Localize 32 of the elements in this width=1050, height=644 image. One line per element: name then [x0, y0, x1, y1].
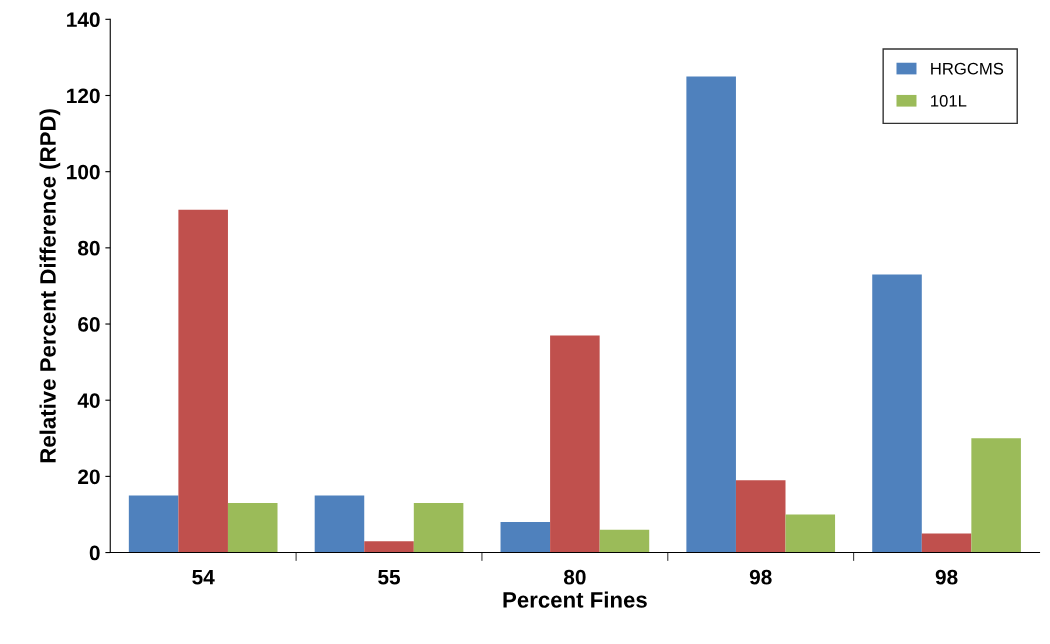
x-tick-label: 98 — [935, 569, 958, 585]
y-tick-label: 20 — [78, 469, 100, 485]
x-tick-label: 80 — [563, 569, 586, 585]
x-tick-label: 98 — [749, 569, 772, 585]
x-axis-title: Percent Fines — [503, 591, 647, 608]
legend-label: 101L — [931, 94, 967, 107]
legend-label: HRGCMS — [931, 62, 1004, 75]
y-axis-title: Relative Percent Difference (RPD) — [39, 109, 61, 463]
bar — [550, 335, 600, 553]
bar — [413, 503, 464, 553]
y-tick-label: 80 — [78, 240, 100, 256]
bar — [872, 274, 922, 553]
bar — [227, 503, 278, 553]
bar — [921, 533, 972, 553]
bar — [128, 495, 179, 553]
y-tick-label: 60 — [78, 317, 100, 332]
bar — [735, 480, 786, 553]
x-tick-label: 55 — [378, 569, 401, 585]
bar — [599, 529, 650, 553]
bar — [971, 438, 1021, 553]
y-tick-label: 100 — [67, 164, 100, 180]
bar — [686, 76, 736, 553]
y-tick-label: 140 — [67, 12, 100, 28]
y-tick-label: 120 — [67, 88, 100, 104]
y-tick-label: 0 — [89, 545, 100, 561]
bar — [500, 522, 551, 553]
y-tick-label: 40 — [77, 393, 100, 408]
bar — [314, 495, 365, 553]
bar — [364, 541, 414, 553]
bar — [178, 209, 228, 553]
bar — [785, 514, 836, 553]
x-tick-label: 54 — [192, 569, 215, 585]
